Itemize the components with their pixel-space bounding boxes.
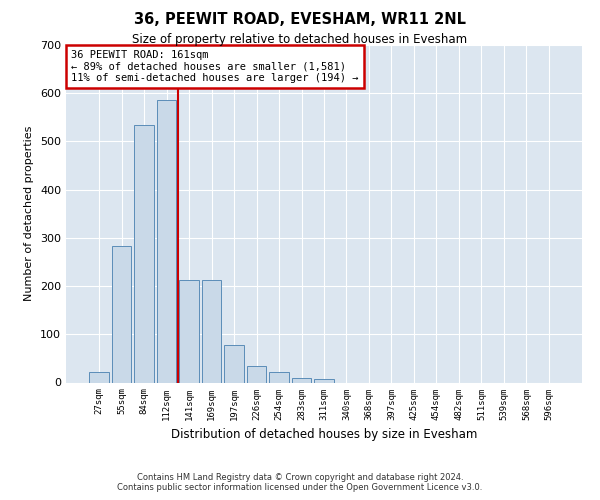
Bar (269, 372, 289, 382)
Text: Contains HM Land Registry data © Crown copyright and database right 2024.
Contai: Contains HM Land Registry data © Crown c… (118, 473, 482, 492)
Bar (247, 366, 266, 382)
Bar (112, 246, 131, 382)
Bar (202, 280, 221, 382)
Bar (89, 372, 109, 382)
Bar (179, 280, 199, 382)
Bar (157, 100, 176, 382)
Bar (224, 345, 244, 383)
Y-axis label: Number of detached properties: Number of detached properties (25, 126, 34, 302)
Text: 36 PEEWIT ROAD: 161sqm
← 89% of detached houses are smaller (1,581)
11% of semi-: 36 PEEWIT ROAD: 161sqm ← 89% of detached… (71, 50, 359, 84)
X-axis label: Distribution of detached houses by size in Evesham: Distribution of detached houses by size … (171, 428, 477, 441)
Text: 36, PEEWIT ROAD, EVESHAM, WR11 2NL: 36, PEEWIT ROAD, EVESHAM, WR11 2NL (134, 12, 466, 28)
Bar (314, 378, 334, 382)
Bar (134, 124, 154, 382)
Bar (292, 378, 311, 382)
Text: Size of property relative to detached houses in Evesham: Size of property relative to detached ho… (133, 32, 467, 46)
